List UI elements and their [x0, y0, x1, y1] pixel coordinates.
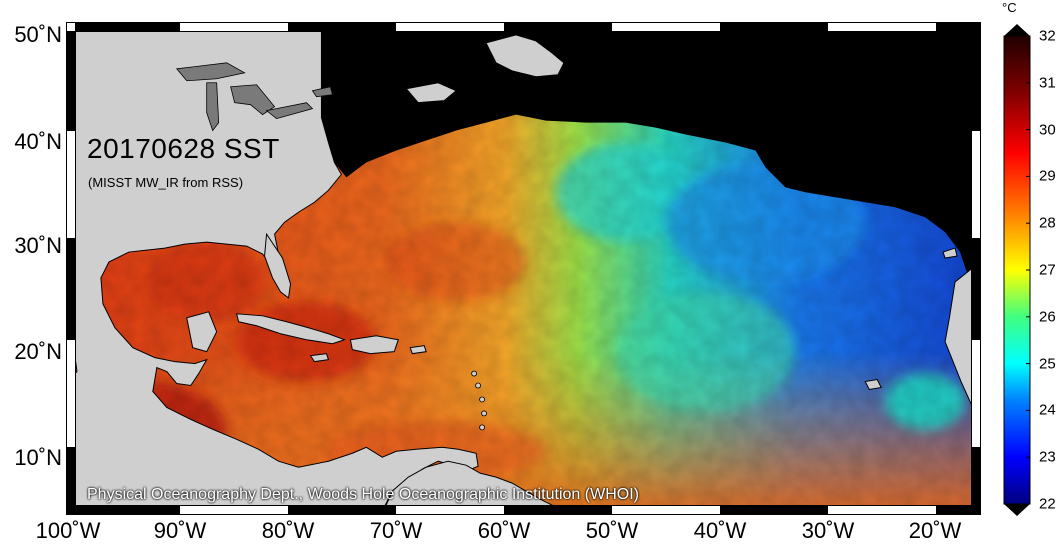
lon-label-70w: 70˚W: [369, 518, 423, 543]
lat-label-20n: 20˚N: [14, 339, 62, 364]
lat-label-50n: 50˚N: [14, 22, 62, 47]
sst-map-panel: 20170628 SST (MISST MW_IR from RSS) Phys…: [66, 22, 981, 515]
newfoundland: [485, 34, 565, 78]
frame-left-white-1: [67, 131, 75, 238]
map-title: 20170628 SST: [87, 133, 280, 164]
colorbar: [1003, 24, 1031, 516]
frame-top-band: [66, 22, 981, 32]
frame-bottom-white-2: [396, 506, 504, 514]
sst-field: [67, 23, 980, 514]
frame-bottom-band: [66, 505, 981, 515]
frame-bottom-white-4: [828, 506, 936, 514]
frame-right-white-1: [972, 131, 980, 238]
map-subtitle: (MISST MW_IR from RSS): [88, 175, 244, 190]
colorbar-tick-24: 24: [1039, 401, 1056, 419]
colorbar-bottom-arrow: [1004, 504, 1030, 516]
colorbar-gradient: [1003, 35, 1031, 505]
cuba: [235, 313, 346, 345]
colorbar-top-arrow: [1004, 24, 1030, 36]
puerto-rico: [409, 345, 427, 355]
colorbar-tick-27: 27: [1039, 261, 1056, 279]
colorbar-tick-28: 28: [1039, 214, 1056, 232]
frame-left-band: [66, 22, 76, 515]
lon-label-20w: 20˚W: [908, 518, 962, 543]
canary-islands: [942, 247, 958, 259]
colorbar-tick-26: 26: [1039, 308, 1056, 326]
florida: [264, 232, 292, 299]
frame-corner-tl: [67, 23, 75, 31]
frame-left-white-2: [67, 340, 75, 447]
lon-label-90w: 90˚W: [153, 518, 207, 543]
hispaniola: [349, 335, 399, 355]
colorbar-tick-22: 22: [1039, 495, 1056, 513]
colorbar-tick-25: 25: [1039, 355, 1056, 373]
lat-label-10n: 10˚N: [14, 445, 62, 470]
cape-verde-islands: [864, 378, 882, 391]
lat-label-30n: 30˚N: [14, 233, 62, 258]
frame-top-white-3: [612, 23, 720, 31]
frame-top-white-2: [396, 23, 504, 31]
frame-top-white-4: [828, 23, 936, 31]
great-lakes: [175, 62, 333, 132]
lon-label-50w: 50˚W: [585, 518, 639, 543]
colorbar-tick-31: 31: [1039, 74, 1056, 92]
no-data-region: [321, 23, 980, 292]
map-credit: Physical Oceanography Dept., Woods Hole …: [87, 486, 639, 503]
yucatan: [186, 311, 218, 353]
lat-label-40n: 40˚N: [14, 129, 62, 154]
frame-bottom-white-3: [612, 506, 720, 514]
nova-scotia: [405, 82, 458, 104]
lon-label-30w: 30˚W: [801, 518, 855, 543]
colorbar-tick-32: 32: [1039, 27, 1056, 45]
frame-right-white-2: [972, 340, 980, 447]
colorbar-tick-30: 30: [1039, 121, 1056, 139]
lon-label-60w: 60˚W: [477, 518, 531, 543]
colorbar-tick-23: 23: [1039, 448, 1056, 466]
colorbar-ticks: [1026, 35, 1030, 505]
colorbar-tick-29: 29: [1039, 167, 1056, 185]
lon-label-100w: 100˚W: [35, 518, 101, 543]
colorbar-unit-label: °C: [1002, 0, 1017, 15]
lon-label-80w: 80˚W: [261, 518, 315, 543]
frame-top-white-1: [180, 23, 288, 31]
frame-bottom-white-1: [180, 506, 288, 514]
lon-label-40w: 40˚W: [693, 518, 747, 543]
lesser-antilles: [471, 370, 487, 431]
jamaica: [309, 353, 330, 363]
frame-right-band: [971, 22, 981, 515]
